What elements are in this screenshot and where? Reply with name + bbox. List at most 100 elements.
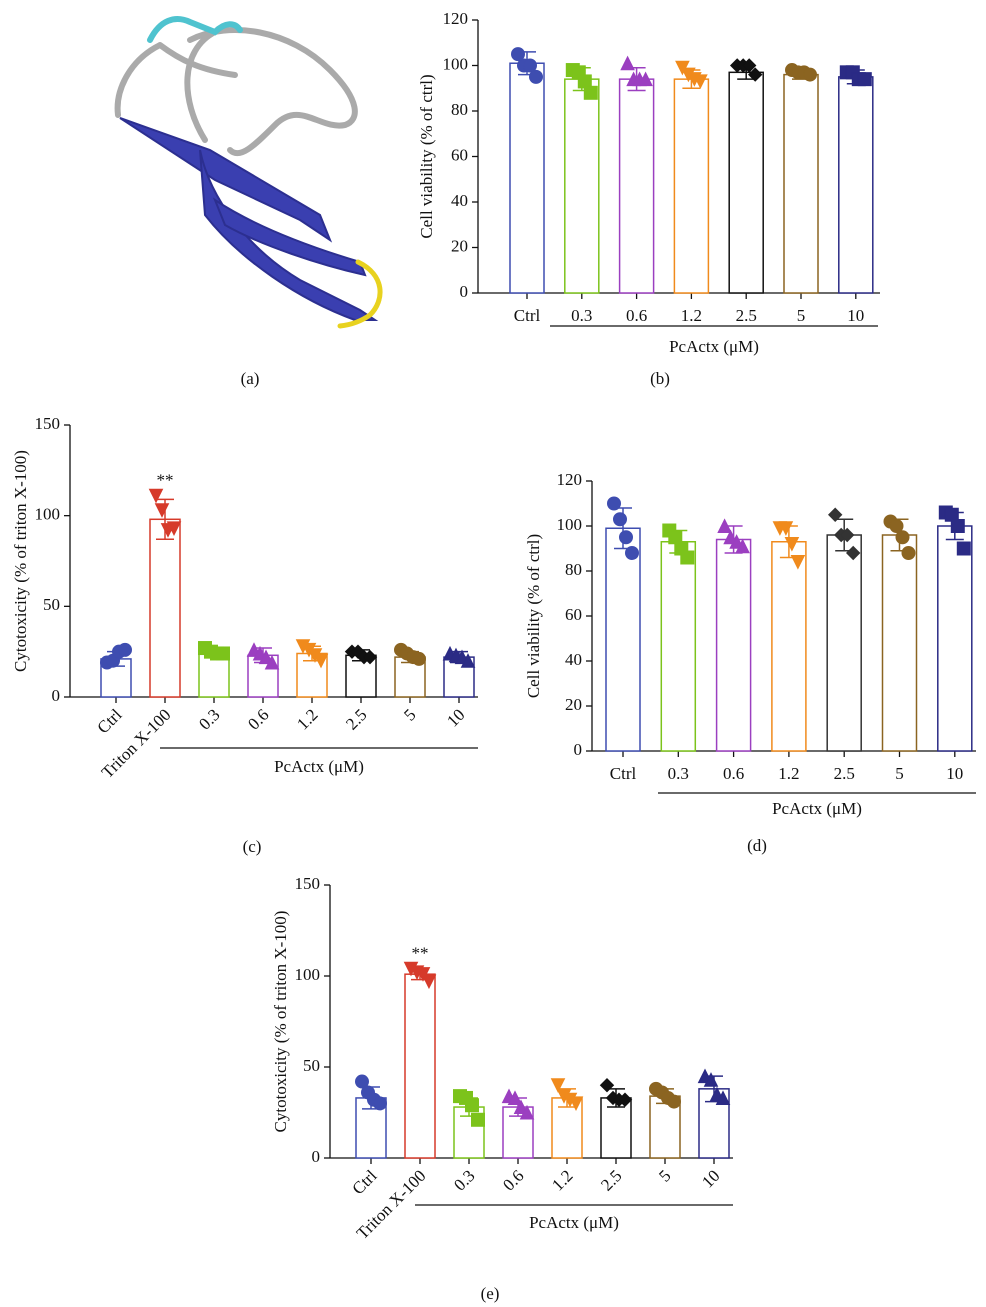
x-tick-label: 0.3	[450, 1166, 478, 1194]
bar	[883, 535, 917, 751]
y-tick-label: 40	[565, 650, 582, 669]
page: (a) 020406080100120Cell viability (% of …	[0, 0, 986, 1307]
y-axis-label: Cytotoxicity (% of triton X-100)	[11, 450, 30, 672]
loop	[118, 45, 235, 115]
x-tick-label: 1.2	[293, 705, 321, 733]
x-tick-label: 5	[655, 1166, 674, 1185]
bar	[717, 540, 751, 752]
point	[530, 70, 543, 83]
y-tick-label: 100	[443, 54, 469, 73]
y-tick-label: 100	[295, 965, 321, 984]
x-tick-label: 0.3	[195, 705, 223, 733]
y-axis-label: Cell viability (% of ctrl)	[417, 74, 436, 238]
significance: **	[157, 471, 174, 490]
point	[902, 547, 915, 560]
point	[374, 1097, 387, 1110]
point	[858, 73, 871, 86]
x-tick-label: 5	[797, 306, 806, 325]
x-tick-label: 1.2	[548, 1166, 576, 1194]
point	[804, 68, 817, 81]
x-tick-label: Ctrl	[610, 764, 637, 783]
point	[668, 1095, 681, 1108]
protein-structure	[118, 19, 380, 326]
x-tick-label: 0.6	[626, 306, 647, 325]
y-tick-label: 60	[565, 605, 582, 624]
x-tick-label: 0.3	[571, 306, 592, 325]
panel-label: (c)	[243, 837, 262, 856]
x-axis-label: PcActx (μM)	[772, 799, 862, 818]
y-tick-label: 20	[451, 236, 468, 255]
point	[217, 647, 230, 660]
y-tick-label: 150	[35, 414, 61, 433]
point	[584, 86, 597, 99]
y-tick-label: 150	[295, 874, 321, 893]
y-tick-label: 80	[565, 560, 582, 579]
point	[150, 489, 163, 502]
y-tick-label: 40	[451, 191, 468, 210]
y-tick-label: 0	[52, 686, 61, 705]
point	[957, 542, 970, 555]
x-axis-label: PcActx (μM)	[274, 757, 364, 776]
bar	[620, 79, 654, 293]
x-tick-label: 2.5	[834, 764, 855, 783]
y-tick-label: 120	[557, 470, 583, 489]
point	[626, 547, 639, 560]
x-tick-label: 1.2	[681, 306, 702, 325]
x-axis-label: PcActx (μM)	[669, 337, 759, 356]
bar	[565, 79, 599, 293]
loop	[187, 32, 215, 140]
y-tick-label: 100	[557, 515, 583, 534]
point	[156, 504, 169, 517]
bar	[839, 77, 873, 293]
panel-label: (d)	[747, 836, 767, 855]
point	[608, 497, 621, 510]
y-tick-label: 0	[460, 282, 469, 301]
point	[620, 531, 633, 544]
point	[681, 551, 694, 564]
x-axis-label: PcActx (μM)	[529, 1213, 619, 1232]
x-tick-label: 2.5	[736, 306, 757, 325]
bar	[827, 535, 861, 751]
panel-label: (b)	[650, 369, 670, 388]
x-tick-label: 5	[400, 705, 419, 724]
x-tick-label: 10	[443, 705, 468, 730]
x-tick-label: 10	[946, 764, 963, 783]
bar	[784, 75, 818, 293]
y-tick-label: 50	[303, 1056, 320, 1075]
bar	[938, 526, 972, 751]
x-tick-label: 0.6	[499, 1166, 527, 1194]
bar	[510, 63, 544, 293]
x-tick-label: 2.5	[597, 1166, 625, 1194]
bar	[674, 79, 708, 293]
x-tick-label: 0.3	[668, 764, 689, 783]
y-tick-label: 120	[443, 9, 469, 28]
y-axis-label: Cytotoxicity (% of triton X-100)	[271, 911, 290, 1133]
y-axis-label: Cell viability (% of ctrl)	[524, 534, 543, 698]
point	[601, 1079, 614, 1092]
figure: (a) 020406080100120Cell viability (% of …	[0, 0, 986, 1307]
bar	[150, 519, 180, 697]
bar	[405, 974, 435, 1158]
bar	[729, 72, 763, 293]
y-tick-label: 50	[43, 595, 60, 614]
significance: **	[412, 944, 429, 963]
x-tick-label: 5	[895, 764, 904, 783]
x-tick-label: 0.6	[244, 705, 272, 733]
point	[621, 57, 634, 70]
panel-label: (a)	[241, 369, 260, 388]
y-tick-label: 100	[35, 505, 61, 524]
x-tick-label: 10	[847, 306, 864, 325]
point	[119, 643, 132, 656]
point	[466, 1099, 479, 1112]
x-tick-label: 1.2	[778, 764, 799, 783]
point	[951, 520, 964, 533]
bar	[772, 542, 806, 751]
point	[413, 652, 426, 665]
x-tick-label: Ctrl	[514, 306, 541, 325]
y-tick-label: 20	[565, 695, 582, 714]
y-tick-label: 60	[451, 145, 468, 164]
x-tick-label: 0.6	[723, 764, 744, 783]
point	[472, 1113, 485, 1126]
bar	[606, 528, 640, 751]
point	[614, 513, 627, 526]
